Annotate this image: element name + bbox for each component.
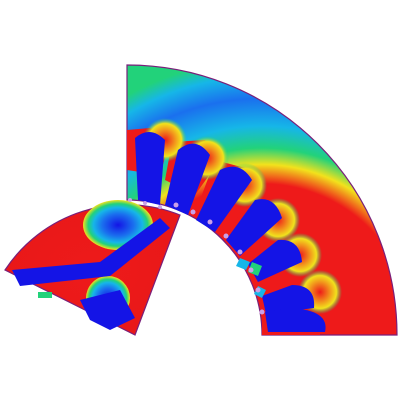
bore-slot-tips [173, 202, 265, 315]
stator-slot [135, 131, 165, 205]
rotor-magnet [80, 290, 135, 330]
rotor-rim-dots [128, 198, 162, 209]
stator-slot [196, 166, 252, 232]
stator-slots [135, 131, 326, 332]
stator-slot [265, 308, 326, 332]
rotor-edge-strip [38, 292, 52, 298]
stator [126, 64, 398, 336]
stator-slot [262, 285, 315, 314]
rotor [4, 198, 181, 336]
stator-slot [165, 143, 210, 215]
stator-slot [226, 199, 282, 256]
rotor-magnet [12, 218, 170, 286]
slot-openings-green [248, 262, 262, 276]
stator-slot [248, 239, 302, 282]
slot-openings [236, 258, 266, 298]
